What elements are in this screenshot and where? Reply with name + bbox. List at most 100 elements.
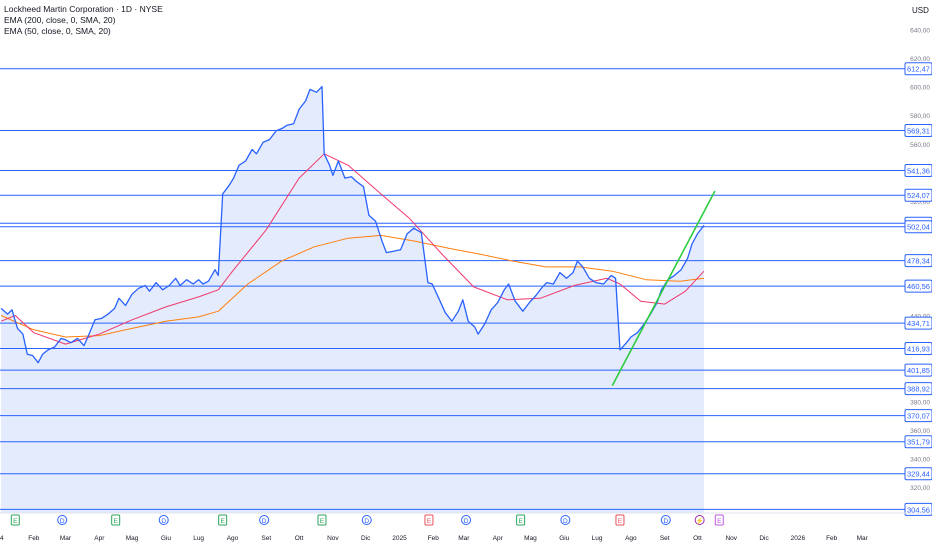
event-marker-dividend[interactable]: D	[560, 515, 571, 526]
level-label: 351,79	[907, 438, 930, 447]
level-label: 524,07	[907, 191, 930, 200]
event-marker-earnings[interactable]: E	[317, 514, 327, 526]
x-tick-label: Nov	[725, 535, 737, 542]
level-label-box[interactable]	[904, 342, 932, 356]
event-marker-shape	[714, 514, 724, 526]
event-marker-upcoming-earnings[interactable]: E	[714, 514, 724, 526]
event-marker-letter: E	[427, 518, 432, 525]
event-marker-shape	[259, 515, 270, 525]
event-marker-shape	[10, 514, 20, 526]
event-marker-earnings-miss[interactable]: E	[424, 514, 434, 526]
x-tick-label: Ott	[693, 535, 702, 542]
level-label-box[interactable]	[904, 409, 932, 423]
level-label-box[interactable]	[904, 163, 932, 177]
event-marker-letter: E	[618, 518, 623, 525]
event-marker-shape	[660, 515, 671, 525]
level-label-box[interactable]	[904, 62, 932, 76]
level-label-box[interactable]	[904, 382, 932, 396]
event-marker-letter: D	[563, 518, 568, 525]
event-marker-dividend[interactable]: D	[660, 515, 671, 526]
x-tick-label: Feb	[428, 535, 440, 542]
y-tick-label: 620,00	[910, 56, 930, 63]
level-label-box[interactable]	[904, 467, 932, 481]
x-tick-label: Mag	[524, 535, 537, 542]
level-label-box[interactable]	[904, 188, 932, 202]
level-label-box[interactable]	[904, 123, 932, 137]
event-marker-letter: E	[320, 518, 325, 525]
level-label-box[interactable]	[904, 254, 932, 268]
event-marker-dividend[interactable]: D	[259, 515, 270, 526]
x-tick-label: Set	[261, 535, 271, 542]
symbol-title[interactable]: Lockheed Martin Corporation · 1D · NYSE	[4, 4, 163, 14]
x-tick-label: Feb	[826, 535, 838, 542]
y-tick-label: 600,00	[910, 85, 930, 92]
event-marker-earnings[interactable]: E	[218, 514, 228, 526]
currency-label[interactable]: USD	[912, 6, 929, 15]
x-tick-label: Set	[660, 535, 670, 542]
event-marker-shape	[560, 515, 571, 525]
level-label-box[interactable]	[904, 435, 932, 449]
level-label: 502,04	[907, 223, 930, 232]
event-marker-letter: D	[663, 518, 668, 525]
event-marker-dividend[interactable]: D	[361, 515, 372, 526]
x-tick-label: Lug	[193, 535, 204, 542]
event-marker-flash[interactable]: ⚡	[694, 515, 705, 526]
event-marker-dividend[interactable]: D	[57, 515, 68, 526]
event-marker-shape	[317, 514, 327, 526]
event-marker-shape	[361, 515, 372, 525]
y-tick-label: 360,00	[910, 428, 930, 435]
level-label-box[interactable]	[904, 220, 932, 234]
event-marker-dividend[interactable]: D	[461, 515, 472, 526]
y-tick-label: 580,00	[910, 113, 930, 120]
level-label-box[interactable]	[904, 363, 932, 377]
price-area-fill	[1, 86, 705, 513]
indicator-ema200-label[interactable]: EMA (200, close, 0, SMA, 20)	[4, 15, 116, 25]
chart-legend: Lockheed Martin Corporation · 1D · NYSE …	[4, 4, 163, 37]
level-label: 416,93	[907, 345, 930, 354]
x-tick-label: 24	[0, 535, 4, 542]
event-marker-earnings[interactable]: E	[10, 514, 20, 526]
x-tick-label: Apr	[94, 535, 105, 542]
y-tick-label: 640,00	[910, 27, 930, 34]
trendline[interactable]	[611, 190, 716, 387]
event-marker-earnings[interactable]: E	[516, 514, 526, 526]
x-tick-label: Nov	[327, 535, 339, 542]
level-label: 478,34	[907, 257, 930, 266]
event-marker-letter: E	[220, 518, 225, 525]
level-label: 304,56	[907, 505, 930, 514]
event-marker-letter: E	[114, 518, 119, 525]
event-marker-shape	[424, 514, 434, 526]
event-marker-earnings-miss[interactable]: E	[615, 514, 625, 526]
event-marker-shape	[694, 515, 705, 525]
y-tick-label: 560,00	[910, 142, 930, 149]
level-label-box[interactable]	[904, 502, 932, 516]
x-tick-label: Dic	[361, 535, 371, 542]
event-marker-shape	[516, 514, 526, 526]
event-marker-shape	[218, 514, 228, 526]
level-label-box[interactable]	[904, 316, 932, 330]
y-tick-label: 340,00	[910, 457, 930, 464]
price-line[interactable]	[0, 85, 705, 364]
event-marker-shape	[615, 514, 625, 526]
event-marker-shape	[461, 515, 472, 525]
event-marker-dividend[interactable]: D	[158, 515, 169, 526]
level-label: 329,44	[907, 470, 930, 479]
y-tick-label: 520,00	[910, 199, 930, 206]
event-marker-shape	[57, 515, 68, 525]
level-label: 388,92	[907, 385, 930, 394]
indicator-ema50-label[interactable]: EMA (50, close, 0, SMA, 20)	[4, 26, 111, 36]
level-label-box[interactable]	[904, 279, 932, 293]
x-tick-label: Giu	[161, 535, 172, 542]
x-tick-label: Mar	[857, 535, 869, 542]
y-tick-label: 320,00	[910, 485, 930, 492]
x-tick-label: Ago	[625, 535, 637, 542]
level-label: 460,56	[907, 282, 930, 291]
x-tick-label: Giu	[559, 535, 570, 542]
event-marker-letter: E	[518, 518, 523, 525]
level-label: 370,07	[907, 412, 930, 421]
event-marker-earnings[interactable]: E	[111, 514, 121, 526]
ema200-line[interactable]	[0, 234, 705, 338]
level-label: 401,85	[907, 366, 930, 375]
